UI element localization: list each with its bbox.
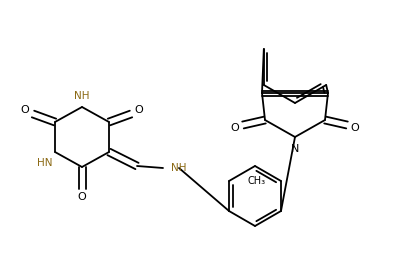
Text: O: O — [135, 105, 143, 115]
Text: NH: NH — [171, 163, 187, 173]
Text: O: O — [230, 123, 239, 133]
Text: O: O — [351, 123, 359, 133]
Text: NH: NH — [74, 91, 90, 101]
Text: O: O — [21, 105, 29, 115]
Text: O: O — [78, 192, 86, 202]
Text: N: N — [291, 144, 299, 154]
Text: HN: HN — [37, 158, 53, 168]
Text: CH₃: CH₃ — [248, 176, 266, 186]
